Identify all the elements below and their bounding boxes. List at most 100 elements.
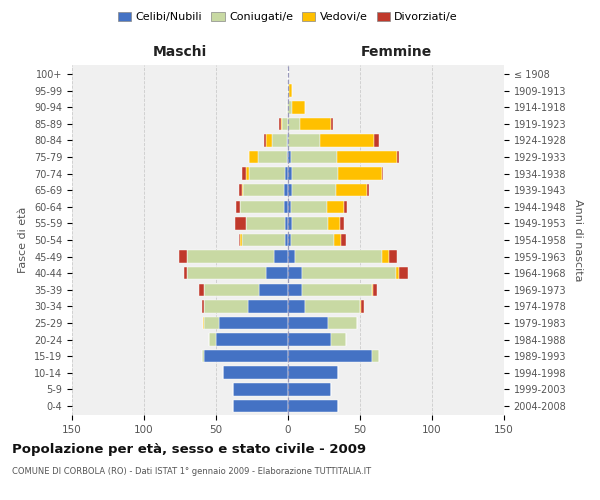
Bar (288, 400, 338, 412)
Bar (334, 234, 341, 246)
Bar (205, 300, 248, 312)
Bar (299, 118, 331, 130)
Bar (184, 267, 187, 280)
Bar (202, 350, 205, 362)
Bar (382, 168, 383, 180)
Bar (295, 250, 382, 263)
Bar (288, 101, 292, 114)
Bar (219, 316, 288, 329)
Bar (236, 200, 241, 213)
Bar (241, 200, 284, 213)
Text: Popolazione per età, sesso e stato civile - 2009: Popolazione per età, sesso e stato civil… (12, 442, 366, 456)
Bar (302, 284, 371, 296)
Bar (285, 217, 288, 230)
Bar (187, 250, 274, 263)
Bar (292, 217, 328, 230)
Bar (263, 134, 266, 146)
Bar (291, 200, 327, 213)
Text: Maschi: Maschi (153, 45, 207, 59)
Bar (305, 300, 360, 312)
Bar (203, 316, 205, 329)
Bar (292, 168, 338, 180)
Bar (223, 366, 288, 379)
Bar (374, 134, 379, 146)
Bar (284, 184, 288, 196)
Bar (288, 118, 299, 130)
Bar (287, 134, 288, 146)
Bar (258, 151, 287, 164)
Bar (302, 267, 396, 280)
Bar (292, 184, 335, 196)
Bar (382, 250, 389, 263)
Bar (288, 334, 331, 345)
Bar (266, 134, 272, 146)
Bar (288, 316, 328, 329)
Bar (288, 234, 291, 246)
Y-axis label: Anni di nascita: Anni di nascita (573, 198, 583, 281)
Text: Femmine: Femmine (361, 45, 431, 59)
Bar (288, 151, 291, 164)
Bar (285, 234, 288, 246)
Bar (284, 200, 288, 213)
Bar (239, 234, 241, 246)
Bar (288, 300, 305, 312)
Bar (340, 217, 344, 230)
Bar (259, 284, 288, 296)
Bar (233, 400, 288, 412)
Legend: Celibi/Nubili, Coniugati/e, Vedovi/e, Divorziati/e: Celibi/Nubili, Coniugati/e, Vedovi/e, Di… (113, 8, 463, 27)
Bar (285, 168, 288, 180)
Bar (360, 300, 361, 312)
Bar (216, 334, 288, 345)
Bar (291, 234, 334, 246)
Bar (272, 134, 287, 146)
Bar (337, 151, 397, 164)
Bar (287, 151, 288, 164)
Bar (361, 300, 364, 312)
Bar (389, 250, 397, 263)
Bar (288, 350, 371, 362)
Bar (288, 366, 338, 379)
Bar (287, 101, 288, 114)
Bar (187, 267, 266, 280)
Bar (327, 200, 344, 213)
Bar (202, 300, 205, 312)
Bar (331, 118, 332, 130)
Bar (371, 284, 373, 296)
Bar (288, 383, 331, 396)
Bar (246, 217, 285, 230)
Bar (397, 151, 399, 164)
Bar (288, 184, 292, 196)
Bar (280, 118, 281, 130)
Bar (288, 200, 291, 213)
Bar (274, 250, 288, 263)
Bar (235, 217, 246, 230)
Bar (371, 350, 379, 362)
Bar (209, 334, 216, 345)
Bar (248, 300, 288, 312)
Bar (288, 168, 292, 180)
Bar (246, 168, 249, 180)
Bar (396, 267, 399, 280)
Bar (282, 118, 288, 130)
Bar (288, 217, 292, 230)
Bar (328, 316, 357, 329)
Bar (335, 184, 367, 196)
Bar (242, 184, 244, 196)
Bar (244, 184, 284, 196)
Bar (367, 184, 368, 196)
Bar (291, 151, 337, 164)
Bar (205, 350, 288, 362)
Bar (179, 250, 187, 263)
Bar (266, 267, 288, 280)
Bar (288, 284, 302, 296)
Bar (399, 267, 407, 280)
Bar (199, 284, 205, 296)
Bar (233, 383, 288, 396)
Bar (338, 168, 382, 180)
Bar (242, 234, 285, 246)
Bar (289, 84, 292, 97)
Bar (249, 168, 285, 180)
Bar (288, 267, 302, 280)
Bar (341, 234, 346, 246)
Bar (292, 101, 305, 114)
